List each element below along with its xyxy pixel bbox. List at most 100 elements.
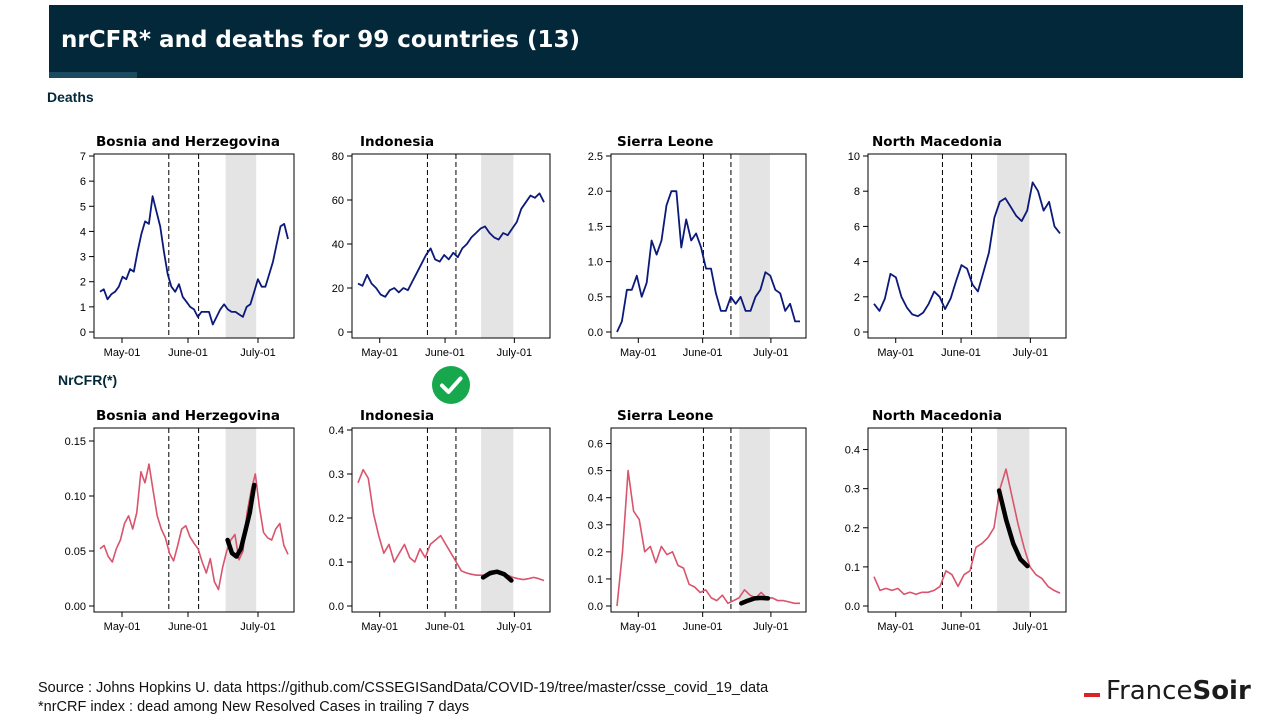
y-tick-label: 1.5 (588, 221, 603, 233)
brand-part1: France (1106, 676, 1193, 706)
y-tick-label: 0.2 (845, 523, 860, 535)
y-tick-label: 0.3 (845, 484, 860, 496)
y-tick-label: 0.3 (329, 469, 344, 481)
fit-curve-line (996, 488, 1030, 569)
x-tick-label: May-01 (361, 347, 398, 359)
y-tick-label: 3 (80, 252, 86, 264)
x-tick-label: May-01 (620, 347, 657, 359)
y-tick-label: 0.5 (588, 466, 603, 478)
y-tick-label: 60 (332, 195, 344, 207)
brand-dash (1084, 692, 1100, 697)
plot-frame (93, 427, 295, 613)
analysis-window-shade (739, 154, 770, 338)
chart-title: North Macedonia (872, 408, 1002, 424)
title-bar-accent (49, 72, 137, 78)
x-tick-label: May-01 (361, 621, 398, 633)
y-tick-label: 0 (80, 327, 86, 339)
x-tick-label: June-01 (168, 621, 208, 633)
x-tick-label: July-01 (497, 347, 532, 359)
y-tick-label: 0.10 (65, 491, 86, 503)
y-tick-label: 10 (848, 151, 860, 163)
x-tick-label: June-01 (941, 347, 981, 359)
nrcfr-series-line (616, 469, 800, 607)
brand-part2: Soir (1192, 676, 1251, 706)
x-tick-label: July-01 (753, 621, 788, 633)
chart-title: Indonesia (360, 134, 434, 150)
x-tick-label: July-01 (240, 347, 275, 359)
x-tick-label: July-01 (497, 621, 532, 633)
y-tick-label: 0.5 (588, 292, 603, 304)
deaths-series-line (357, 192, 545, 298)
y-tick-label: 20 (332, 283, 344, 295)
chart-title: Sierra Leone (617, 134, 713, 150)
y-tick-label: 2.0 (588, 186, 603, 198)
fit-curve-line (480, 569, 514, 583)
x-tick-label: May-01 (104, 621, 141, 633)
analysis-window-shade (481, 428, 514, 612)
analysis-window-shade (739, 428, 770, 612)
y-tick-label: 0.00 (65, 601, 86, 613)
page-title: nrCFR* and deaths for 99 countries (13) (61, 27, 580, 53)
plot-frame (867, 427, 1067, 613)
x-tick-label: May-01 (104, 347, 141, 359)
y-tick-label: 0.2 (329, 513, 344, 525)
y-tick-label: 0 (854, 327, 860, 339)
y-tick-label: 0.0 (329, 601, 344, 613)
fit-curve-line (739, 595, 771, 606)
y-tick-label: 0.0 (845, 601, 860, 613)
plot-frame (93, 153, 295, 339)
footer-source: Source : Johns Hopkins U. data https://g… (38, 680, 769, 696)
nrcfr-series-line (99, 463, 289, 591)
y-tick-label: 0.4 (845, 445, 860, 457)
analysis-window-shade (225, 154, 257, 338)
y-tick-label: 0.05 (65, 546, 86, 558)
deaths-series-line (616, 190, 800, 333)
y-tick-label: 80 (332, 151, 344, 163)
deaths-series-line (99, 195, 289, 326)
x-tick-label: July-01 (240, 621, 275, 633)
deaths-series-line (873, 181, 1061, 318)
y-tick-label: 1 (80, 302, 86, 314)
nrcfr-series-line (873, 468, 1061, 596)
plot-frame (610, 427, 807, 613)
chart-title: Sierra Leone (617, 408, 713, 424)
y-tick-label: 0.4 (329, 425, 344, 437)
y-tick-label: 4 (80, 226, 86, 238)
plot-frame (351, 427, 551, 613)
y-tick-label: 6 (80, 176, 86, 188)
x-tick-label: June-01 (425, 621, 465, 633)
x-tick-label: July-01 (1013, 621, 1048, 633)
y-tick-label: 0.0 (588, 327, 603, 339)
y-tick-label: 7 (80, 151, 86, 163)
y-tick-label: 0.1 (845, 562, 860, 574)
x-tick-label: June-01 (683, 621, 723, 633)
y-tick-label: 2 (854, 292, 860, 304)
plot-frame (610, 153, 807, 339)
fit-curve-line (225, 482, 257, 559)
y-tick-label: 2.5 (588, 151, 603, 163)
title-bar: nrCFR* and deaths for 99 countries (13) (49, 5, 1243, 78)
analysis-window-shade (225, 428, 257, 612)
chart-title: Indonesia (360, 408, 434, 424)
y-tick-label: 0.3 (588, 520, 603, 532)
brand-logo: FranceSoir (1084, 676, 1251, 706)
x-tick-label: July-01 (1013, 347, 1048, 359)
deaths-section-label: Deaths (47, 89, 94, 105)
y-tick-label: 0.1 (329, 557, 344, 569)
chart-title: Bosnia and Herzegovina (96, 134, 280, 150)
y-tick-label: 6 (854, 221, 860, 233)
y-tick-label: 0.1 (588, 574, 603, 586)
y-tick-label: 0.15 (65, 436, 86, 448)
x-tick-label: May-01 (877, 621, 914, 633)
y-tick-label: 2 (80, 277, 86, 289)
y-tick-label: 0.6 (588, 439, 603, 451)
analysis-window-shade (997, 428, 1030, 612)
footer-note: *nrCRF index : dead among New Resolved C… (38, 699, 470, 715)
analysis-window-shade (997, 154, 1030, 338)
y-tick-label: 40 (332, 239, 344, 251)
x-tick-label: June-01 (683, 347, 723, 359)
chart-title: North Macedonia (872, 134, 1002, 150)
chart-title: Bosnia and Herzegovina (96, 408, 280, 424)
x-tick-label: May-01 (620, 621, 657, 633)
x-tick-label: July-01 (753, 347, 788, 359)
